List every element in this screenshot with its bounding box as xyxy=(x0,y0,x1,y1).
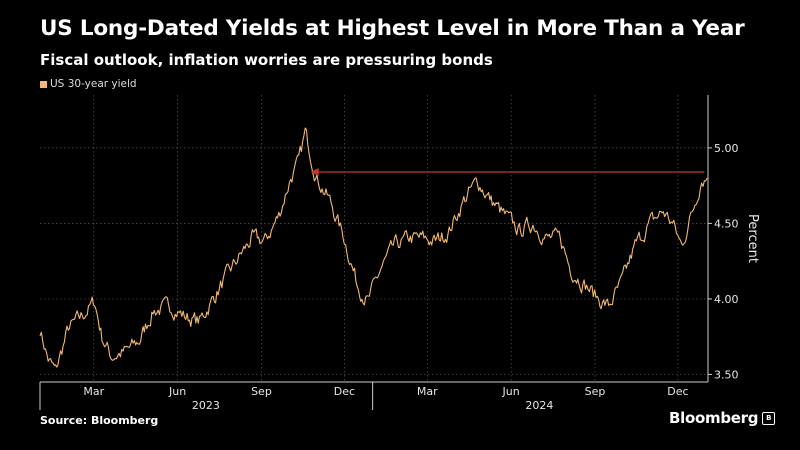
series-line-us-30-year-yield xyxy=(39,127,708,368)
annotation-layer xyxy=(310,168,705,177)
x-tick-label: Sep xyxy=(251,385,272,398)
legend-label: US 30-year yield xyxy=(50,78,137,90)
y-tick-label: 4.00 xyxy=(714,293,739,306)
x-tick-label: Mar xyxy=(417,385,438,398)
grid-lines xyxy=(40,95,708,382)
legend: US 30-year yield xyxy=(40,78,137,90)
x-tick-label: Jun xyxy=(502,385,520,398)
y-axis: 3.50 4.00 4.50 5.00 Percent xyxy=(707,95,760,382)
chart-title: US Long-Dated Yields at Highest Level in… xyxy=(40,16,745,41)
x-tick-label: Jun xyxy=(168,385,186,398)
x-tick-label: Dec xyxy=(667,385,688,398)
x-tick-label: Sep xyxy=(585,385,606,398)
y-tick-label: 5.00 xyxy=(714,142,739,155)
source-note: Source: Bloomberg xyxy=(40,414,159,427)
y-axis-label: Percent xyxy=(745,214,760,263)
legend-swatch xyxy=(40,80,47,88)
y-tick-label: 3.50 xyxy=(714,368,739,381)
series-layer xyxy=(39,127,708,368)
brand-logo: Bloomberg B xyxy=(669,409,776,427)
x-year-label: 2024 xyxy=(525,399,553,412)
chart-subtitle: Fiscal outlook, inflation worries are pr… xyxy=(40,51,493,69)
x-tick-label: Mar xyxy=(83,385,104,398)
x-axis: Mar Jun Sep Dec Mar Jun Sep Dec 2023 2024 xyxy=(39,381,708,412)
x-tick-label: Dec xyxy=(334,385,355,398)
x-year-label: 2023 xyxy=(192,399,220,412)
brand-name: Bloomberg xyxy=(669,409,759,427)
annotation-arrowhead xyxy=(310,168,319,177)
y-tick-label: 4.50 xyxy=(714,217,739,230)
terminal-icon: B xyxy=(762,411,776,425)
